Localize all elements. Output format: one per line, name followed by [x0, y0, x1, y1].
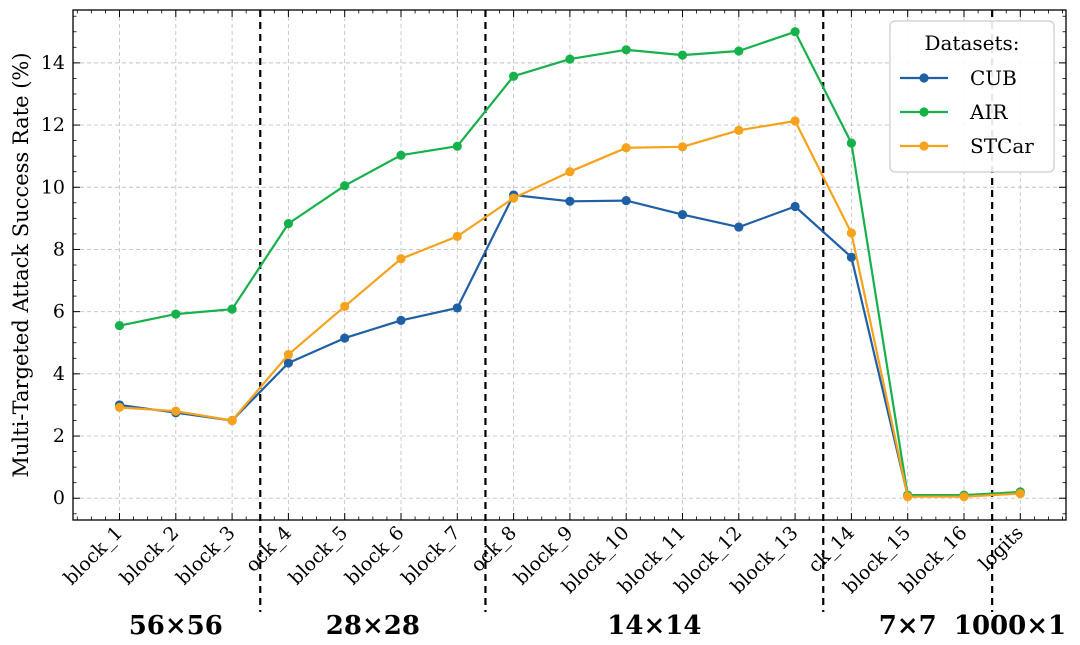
x-tick-label: block_5 — [285, 522, 352, 589]
data-point — [340, 301, 350, 311]
data-point — [846, 228, 857, 238]
resolution-label: 7×7 — [879, 611, 937, 641]
data-point — [283, 349, 293, 360]
x-tick-label: logits — [975, 522, 1028, 575]
legend-title: Datasets: — [924, 31, 1019, 55]
data-point — [565, 54, 575, 64]
data-point — [677, 50, 688, 60]
resolution-label: 14×14 — [607, 611, 701, 641]
data-point — [227, 415, 237, 426]
data-point — [171, 406, 181, 416]
data-point — [734, 222, 744, 232]
data-point — [565, 167, 575, 177]
data-point — [790, 27, 800, 37]
data-point — [171, 309, 181, 319]
x-tick-label: block_2 — [116, 522, 183, 589]
legend-box — [889, 20, 1055, 173]
x-tick-label: ck_14 — [804, 522, 859, 577]
x-tick-label: block_1 — [60, 522, 127, 589]
y-tick-labels: 0 2 4 6 8 10 12 14 — [41, 52, 65, 509]
data-point — [396, 315, 406, 325]
data-point — [452, 141, 462, 151]
data-point — [227, 304, 237, 314]
y-tick-label: 12 — [41, 114, 65, 136]
x-tick-label: block_6 — [341, 522, 408, 589]
y-axis-label: Multi-Targeted Attack Success Rate (%) — [9, 52, 33, 477]
y-tick-label: 10 — [41, 176, 65, 198]
data-point — [508, 71, 519, 81]
data-point — [508, 193, 519, 203]
data-point — [396, 254, 406, 264]
data-point — [283, 219, 293, 229]
resolution-labels: 56×56 28×28 14×14 7×7 1000×1 — [129, 611, 1066, 641]
y-tick-label: 2 — [53, 425, 65, 447]
data-point — [734, 46, 744, 56]
legend: Datasets: CUB AIR STCar — [889, 20, 1055, 173]
y-tick-label: 14 — [41, 52, 65, 74]
data-point — [452, 231, 462, 241]
data-point — [114, 321, 125, 331]
legend-entry: STCar — [970, 134, 1034, 158]
series-lines — [114, 27, 1025, 502]
resolution-label: 56×56 — [129, 611, 223, 641]
x-tick-label: ock_4 — [241, 522, 296, 577]
data-point — [452, 303, 462, 313]
data-point — [846, 138, 857, 148]
data-point — [959, 492, 969, 502]
y-tick-label: 0 — [53, 487, 65, 509]
data-point — [621, 45, 631, 55]
y-tick-label: 8 — [53, 238, 65, 260]
data-point — [677, 210, 688, 220]
axis-ticks — [73, 10, 1066, 520]
data-point — [283, 358, 293, 368]
legend-marker — [919, 73, 929, 83]
data-point — [790, 116, 800, 126]
legend-marker — [919, 107, 929, 117]
y-tick-label: 4 — [53, 363, 65, 385]
data-point — [565, 196, 575, 206]
legend-entry: AIR — [969, 100, 1008, 124]
data-point — [621, 196, 631, 206]
y-tick-label: 6 — [53, 301, 65, 323]
resolution-label: 28×28 — [326, 611, 420, 641]
data-point — [1015, 488, 1025, 499]
data-point — [846, 252, 857, 262]
data-point — [340, 181, 350, 191]
data-point — [621, 143, 631, 153]
legend-marker — [919, 141, 929, 151]
data-point — [734, 125, 744, 135]
data-point — [340, 333, 350, 343]
data-point — [677, 142, 688, 152]
resolution-label: 1000×1 — [954, 611, 1066, 641]
data-point — [790, 201, 800, 212]
series-line — [119, 193, 1021, 497]
data-point — [396, 150, 406, 160]
legend-entry: CUB — [970, 66, 1017, 90]
x-tick-label: block_3 — [172, 522, 239, 589]
data-point — [903, 492, 913, 502]
x-tick-label: ock_8 — [467, 522, 522, 577]
x-tick-label: block_7 — [397, 522, 464, 589]
data-point — [114, 402, 125, 413]
